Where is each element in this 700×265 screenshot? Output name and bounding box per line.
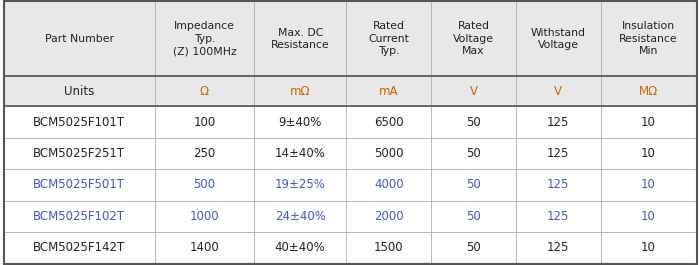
Text: V: V bbox=[554, 85, 562, 98]
Bar bbox=[601, 106, 696, 138]
Bar bbox=[155, 232, 254, 264]
Bar bbox=[431, 232, 516, 264]
Text: 125: 125 bbox=[547, 116, 570, 129]
Bar bbox=[601, 1, 696, 76]
Text: 9±40%: 9±40% bbox=[279, 116, 322, 129]
Text: 40±40%: 40±40% bbox=[275, 241, 326, 254]
Text: 10: 10 bbox=[641, 116, 656, 129]
Text: Withstand
Voltage: Withstand Voltage bbox=[531, 28, 586, 50]
Bar bbox=[431, 76, 516, 106]
Text: 250: 250 bbox=[193, 147, 216, 160]
Bar bbox=[601, 201, 696, 232]
Bar bbox=[4, 76, 155, 106]
Bar bbox=[346, 1, 431, 76]
Text: 5000: 5000 bbox=[374, 147, 403, 160]
Bar bbox=[601, 232, 696, 264]
Bar bbox=[254, 201, 346, 232]
Bar bbox=[431, 106, 516, 138]
Text: V: V bbox=[470, 85, 477, 98]
Bar bbox=[431, 1, 516, 76]
Text: mA: mA bbox=[379, 85, 398, 98]
Text: BCM5025F501T: BCM5025F501T bbox=[33, 178, 125, 192]
Text: 10: 10 bbox=[641, 210, 656, 223]
Text: Max. DC
Resistance: Max. DC Resistance bbox=[271, 28, 330, 50]
Text: 125: 125 bbox=[547, 178, 570, 192]
Bar bbox=[431, 201, 516, 232]
Bar bbox=[4, 169, 155, 201]
Text: 1000: 1000 bbox=[190, 210, 219, 223]
Bar bbox=[155, 1, 254, 76]
Bar bbox=[601, 169, 696, 201]
Text: Insulation
Resistance
Min: Insulation Resistance Min bbox=[620, 21, 678, 56]
Text: 1400: 1400 bbox=[190, 241, 219, 254]
Bar bbox=[254, 232, 346, 264]
Text: 50: 50 bbox=[466, 241, 481, 254]
Text: 125: 125 bbox=[547, 241, 570, 254]
Bar bbox=[155, 169, 254, 201]
Text: Rated
Current
Typ.: Rated Current Typ. bbox=[368, 21, 409, 56]
Text: BCM5025F251T: BCM5025F251T bbox=[33, 147, 125, 160]
Text: 100: 100 bbox=[193, 116, 216, 129]
Text: 10: 10 bbox=[641, 241, 656, 254]
Bar bbox=[4, 1, 155, 76]
Text: 50: 50 bbox=[466, 210, 481, 223]
Bar bbox=[601, 76, 696, 106]
Bar bbox=[601, 138, 696, 169]
Text: 10: 10 bbox=[641, 178, 656, 192]
Text: 24±40%: 24±40% bbox=[275, 210, 326, 223]
Bar bbox=[254, 1, 346, 76]
Text: 500: 500 bbox=[193, 178, 216, 192]
Text: Ω: Ω bbox=[199, 85, 209, 98]
Bar bbox=[346, 76, 431, 106]
Bar bbox=[346, 138, 431, 169]
Bar bbox=[155, 138, 254, 169]
Bar bbox=[346, 201, 431, 232]
Bar bbox=[516, 201, 601, 232]
Bar bbox=[346, 106, 431, 138]
Text: 14±40%: 14±40% bbox=[275, 147, 326, 160]
Bar bbox=[516, 169, 601, 201]
Text: 50: 50 bbox=[466, 147, 481, 160]
Bar bbox=[431, 169, 516, 201]
Text: Part Number: Part Number bbox=[45, 34, 113, 44]
Text: mΩ: mΩ bbox=[290, 85, 311, 98]
Text: 1500: 1500 bbox=[374, 241, 403, 254]
Bar bbox=[431, 138, 516, 169]
Text: 10: 10 bbox=[641, 147, 656, 160]
Text: 19±25%: 19±25% bbox=[275, 178, 326, 192]
Bar bbox=[516, 138, 601, 169]
Text: 4000: 4000 bbox=[374, 178, 403, 192]
Text: BCM5025F142T: BCM5025F142T bbox=[33, 241, 125, 254]
Text: Impedance
Typ.
(Z) 100MHz: Impedance Typ. (Z) 100MHz bbox=[172, 21, 237, 56]
Bar bbox=[155, 76, 254, 106]
Text: Rated
Voltage
Max: Rated Voltage Max bbox=[453, 21, 494, 56]
Bar bbox=[346, 169, 431, 201]
Text: 50: 50 bbox=[466, 116, 481, 129]
Bar bbox=[4, 201, 155, 232]
Bar bbox=[516, 1, 601, 76]
Text: BCM5025F101T: BCM5025F101T bbox=[33, 116, 125, 129]
Bar bbox=[155, 106, 254, 138]
Bar bbox=[516, 76, 601, 106]
Bar bbox=[4, 106, 155, 138]
Text: 125: 125 bbox=[547, 210, 570, 223]
Text: MΩ: MΩ bbox=[639, 85, 658, 98]
Text: 2000: 2000 bbox=[374, 210, 403, 223]
Bar bbox=[4, 232, 155, 264]
Bar bbox=[516, 106, 601, 138]
Bar bbox=[346, 232, 431, 264]
Text: 125: 125 bbox=[547, 147, 570, 160]
Text: 50: 50 bbox=[466, 178, 481, 192]
Bar bbox=[4, 138, 155, 169]
Bar bbox=[254, 169, 346, 201]
Bar bbox=[516, 232, 601, 264]
Bar bbox=[254, 76, 346, 106]
Text: BCM5025F102T: BCM5025F102T bbox=[33, 210, 125, 223]
Text: 6500: 6500 bbox=[374, 116, 403, 129]
Bar bbox=[155, 201, 254, 232]
Text: Units: Units bbox=[64, 85, 94, 98]
Bar bbox=[254, 106, 346, 138]
Bar bbox=[254, 138, 346, 169]
